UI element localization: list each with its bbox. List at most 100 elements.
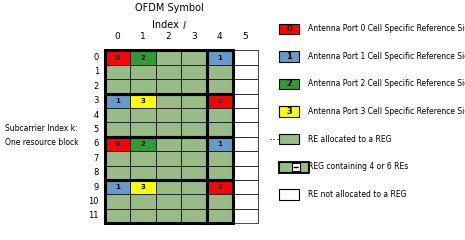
Text: Antenna Port 1 Cell Specific Reference Signal: Antenna Port 1 Cell Specific Reference S… [308, 52, 465, 61]
Text: Antenna Port 3 Cell Specific Reference Signal: Antenna Port 3 Cell Specific Reference S… [308, 107, 465, 116]
Bar [232, 209, 258, 223]
Bar [181, 122, 207, 137]
Bar [105, 108, 130, 122]
Text: 1: 1 [217, 55, 222, 60]
Bar [130, 79, 156, 94]
Text: Index: Index [152, 20, 179, 30]
Bar [156, 94, 181, 108]
Text: 0: 0 [94, 53, 99, 62]
Bar [207, 194, 232, 209]
Bar [207, 166, 232, 180]
Bar [130, 50, 156, 65]
Bar [279, 51, 299, 62]
Bar [105, 137, 130, 151]
Bar [232, 108, 258, 122]
Bar [130, 166, 156, 180]
Text: 3: 3 [93, 96, 99, 105]
Text: 1: 1 [140, 32, 146, 41]
Bar [105, 50, 207, 94]
Text: 0: 0 [217, 98, 222, 104]
Bar [130, 180, 156, 194]
Text: 3: 3 [191, 32, 197, 41]
Text: 3: 3 [286, 107, 292, 116]
Bar [207, 50, 232, 65]
Text: One resource block: One resource block [5, 138, 78, 147]
Text: 0: 0 [114, 32, 120, 41]
Bar [207, 137, 232, 180]
Bar [181, 94, 207, 108]
Text: 5: 5 [242, 32, 248, 41]
Bar [279, 162, 307, 172]
Bar [181, 180, 207, 194]
Text: 2: 2 [94, 82, 99, 91]
Bar [207, 94, 232, 108]
Bar [232, 94, 258, 108]
Bar [181, 137, 207, 151]
Text: RE not allocated to a REG: RE not allocated to a REG [308, 190, 406, 199]
Bar [232, 137, 258, 151]
Text: 2: 2 [140, 141, 146, 147]
Bar [207, 122, 232, 137]
Text: 4: 4 [217, 32, 223, 41]
Bar [232, 122, 258, 137]
Bar [232, 180, 258, 194]
Bar [232, 79, 258, 94]
Bar [105, 94, 130, 108]
Bar [300, 162, 307, 172]
Text: 1: 1 [286, 52, 292, 61]
Text: 7: 7 [93, 154, 99, 163]
Bar [181, 166, 207, 180]
Text: 0: 0 [115, 141, 120, 147]
Bar [105, 180, 207, 223]
Text: 4: 4 [94, 111, 99, 120]
Bar [207, 94, 232, 137]
Bar [232, 151, 258, 166]
Bar [279, 24, 299, 34]
Bar [156, 137, 181, 151]
Bar [156, 79, 181, 94]
Bar [130, 122, 156, 137]
Text: 1: 1 [115, 98, 120, 104]
Bar [105, 209, 130, 223]
Text: 2: 2 [140, 55, 146, 60]
Text: 3: 3 [140, 184, 146, 190]
Bar [130, 137, 156, 151]
Bar [156, 180, 181, 194]
Bar [105, 194, 130, 209]
Bar [105, 79, 130, 94]
Bar [207, 137, 232, 151]
Bar [130, 151, 156, 166]
Text: 3: 3 [140, 98, 146, 104]
Text: 8: 8 [93, 168, 99, 177]
Text: REG containing 4 or 6 REs: REG containing 4 or 6 REs [308, 162, 408, 171]
Bar [279, 79, 299, 89]
Bar [232, 194, 258, 209]
Bar [232, 50, 258, 65]
Bar [156, 166, 181, 180]
Bar [207, 79, 232, 94]
Bar [105, 65, 130, 79]
Text: 1: 1 [94, 67, 99, 77]
Text: 2: 2 [166, 32, 172, 41]
Bar [181, 151, 207, 166]
Bar [181, 194, 207, 209]
Bar [279, 134, 299, 144]
Text: 2: 2 [286, 79, 292, 89]
Bar [105, 50, 130, 65]
Bar [156, 209, 181, 223]
Text: 0: 0 [217, 184, 222, 190]
Bar [105, 122, 130, 137]
Bar [130, 94, 156, 108]
Bar [105, 137, 207, 180]
Bar [181, 79, 207, 94]
Bar [156, 122, 181, 137]
Bar [279, 106, 299, 117]
Bar [207, 151, 232, 166]
Text: 0: 0 [286, 24, 292, 33]
Bar [207, 65, 232, 79]
Text: l: l [183, 21, 186, 31]
Text: 10: 10 [88, 197, 99, 206]
Bar [156, 65, 181, 79]
Bar [105, 180, 130, 194]
Bar [207, 209, 232, 223]
